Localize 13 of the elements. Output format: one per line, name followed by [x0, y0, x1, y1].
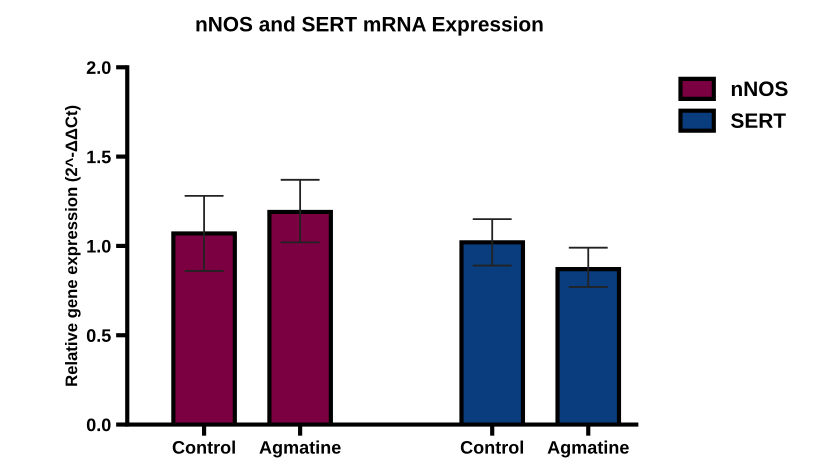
x-tick-label: Control: [172, 440, 235, 454]
y-tick-label: 1.0: [87, 240, 111, 253]
y-tick-label: 0.0: [86, 418, 111, 432]
y-axis-title: Relative gene expression (2^-ΔΔCt): [65, 106, 81, 386]
x-tick-label: Agmatine: [548, 440, 629, 458]
y-tick-label: 1.5: [87, 150, 111, 164]
legend-label: nNOS: [732, 81, 788, 96]
legend-label: SERT: [731, 113, 786, 128]
y-tick-label: 0.5: [86, 329, 111, 342]
chart-title: nNOS and SERT mRNA Expression: [196, 16, 543, 36]
x-tick-label: Control: [460, 440, 524, 454]
x-tick-label: Agmatine: [259, 440, 341, 458]
y-tick-label: 2.0: [86, 61, 111, 74]
